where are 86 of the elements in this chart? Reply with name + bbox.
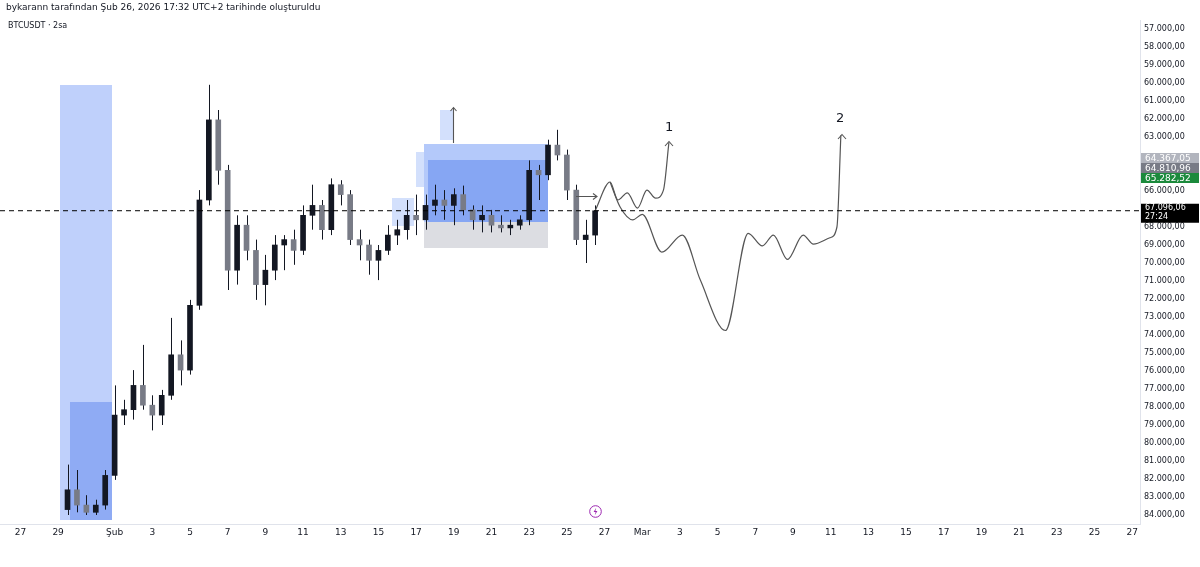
text: 64.810,96	[1141, 163, 1199, 173]
x-tick-label: 21	[1013, 526, 1025, 537]
x-tick-label: 17	[937, 526, 950, 537]
x-tick-label: 15	[900, 526, 912, 537]
x-tick-label: 25	[561, 526, 573, 537]
y-tick-label: 76.000,00	[1144, 366, 1185, 376]
x-tick-label: 7	[752, 526, 759, 537]
candlestick	[394, 219, 401, 246]
y-tick-label: 58.000,00	[1144, 42, 1185, 52]
y-tick-label: 70.000,00	[1144, 258, 1185, 268]
candlestick	[403, 199, 410, 241]
y-tick-label: 75.000,00	[1144, 348, 1185, 358]
x-tick-label: 17	[410, 526, 422, 537]
candlestick	[460, 185, 467, 216]
y-tick-label: 66.000,00	[1144, 186, 1185, 196]
text: 65.282,52	[1141, 173, 1199, 183]
x-tick-label: 9	[790, 526, 797, 537]
chart-title: BTCUSDT · 2sa	[8, 21, 68, 30]
y-tick-label: 57.000,00	[1144, 24, 1185, 34]
candlestick	[337, 179, 344, 206]
x-tick-label: 27	[14, 526, 27, 537]
x-tick-label: Şub	[106, 526, 124, 537]
y-tick-label: 80.000,00	[1144, 438, 1185, 448]
y-tick-label: 71.000,00	[1144, 276, 1185, 286]
x-tick-label: 5	[714, 526, 721, 537]
y-tick-label: 81.000,00	[1144, 456, 1185, 466]
x-tick-label: 13	[862, 526, 875, 537]
candlestick	[450, 187, 457, 226]
candlestick	[375, 244, 382, 281]
x-tick-label: 7	[224, 526, 231, 537]
candlestick	[64, 464, 71, 516]
y-tick-label: 79.000,00	[1144, 420, 1185, 430]
y-tick-label: 68.000,00	[1144, 222, 1185, 232]
candlestick	[582, 219, 589, 264]
x-tick-label: 5	[187, 526, 193, 537]
x-tick-label: 19	[975, 526, 988, 537]
x-tick-label: 3	[677, 526, 683, 537]
annotation: 1	[665, 119, 674, 134]
annotation: 2	[836, 110, 845, 125]
x-tick-label: 27	[1126, 526, 1138, 537]
candlestick	[385, 224, 391, 256]
candlestick	[140, 344, 146, 411]
y-tick-label: 73.000,00	[1144, 312, 1185, 322]
x-tick-label: 11	[297, 526, 309, 537]
y-tick-label: 61.000,00	[1144, 96, 1185, 106]
text: 64.367,05	[1141, 153, 1199, 163]
candlestick	[281, 234, 288, 271]
candlestick	[83, 494, 90, 516]
y-tick-label: 69.000,00	[1144, 240, 1185, 250]
x-tick-label: 23	[523, 526, 535, 537]
y-tick-label: 62.000,00	[1144, 114, 1185, 124]
y-tick-label: 74.000,00	[1144, 330, 1185, 340]
x-tick-label: 9	[262, 526, 269, 537]
candlestick	[413, 194, 419, 236]
y-tick-label: 82.000,00	[1144, 474, 1185, 484]
x-tick-label: 19	[448, 526, 460, 537]
x-tick-label: 23	[1051, 526, 1063, 537]
candlestick	[121, 399, 127, 426]
x-tick-label: 25	[1088, 526, 1101, 537]
y-tick-label: 63.000,00	[1144, 132, 1185, 142]
x-tick-label: 11	[824, 526, 837, 537]
candlestick	[479, 204, 485, 233]
y-tick-label: 84.000,00	[1144, 510, 1185, 520]
x-tick-label: 3	[149, 526, 156, 537]
y-tick-label: 60.000,00	[1144, 78, 1185, 88]
x-tick-label: 13	[335, 526, 347, 537]
y-tick-label: 72.000,00	[1144, 294, 1185, 304]
ref-line-label: 67.096,06 27:24	[1145, 203, 1186, 222]
x-tick-label: 15	[372, 526, 385, 537]
candlestick	[488, 209, 495, 233]
candlestick	[74, 469, 80, 513]
candlestick	[149, 394, 156, 431]
candlestick	[366, 239, 372, 276]
candlestick	[290, 229, 297, 266]
candlestick	[158, 389, 165, 426]
candlestick	[432, 184, 438, 216]
x-tick-label: 27	[598, 526, 611, 537]
y-tick-label: 59.000,00	[1144, 60, 1185, 70]
x-tick-label: Mar	[633, 526, 652, 537]
y-tick-label: 83.000,00	[1144, 492, 1185, 502]
x-tick-label: 21	[485, 526, 498, 537]
candlestick	[309, 184, 316, 231]
x-tick-label: 29	[52, 526, 65, 537]
text: bykarann tarafından Şub 26, 2026 17:32 UTC+2 tarihinde oluşturuldu	[6, 2, 321, 12]
y-tick-label: 78.000,00	[1144, 402, 1185, 412]
y-tick-label: 77.000,00	[1144, 384, 1185, 394]
